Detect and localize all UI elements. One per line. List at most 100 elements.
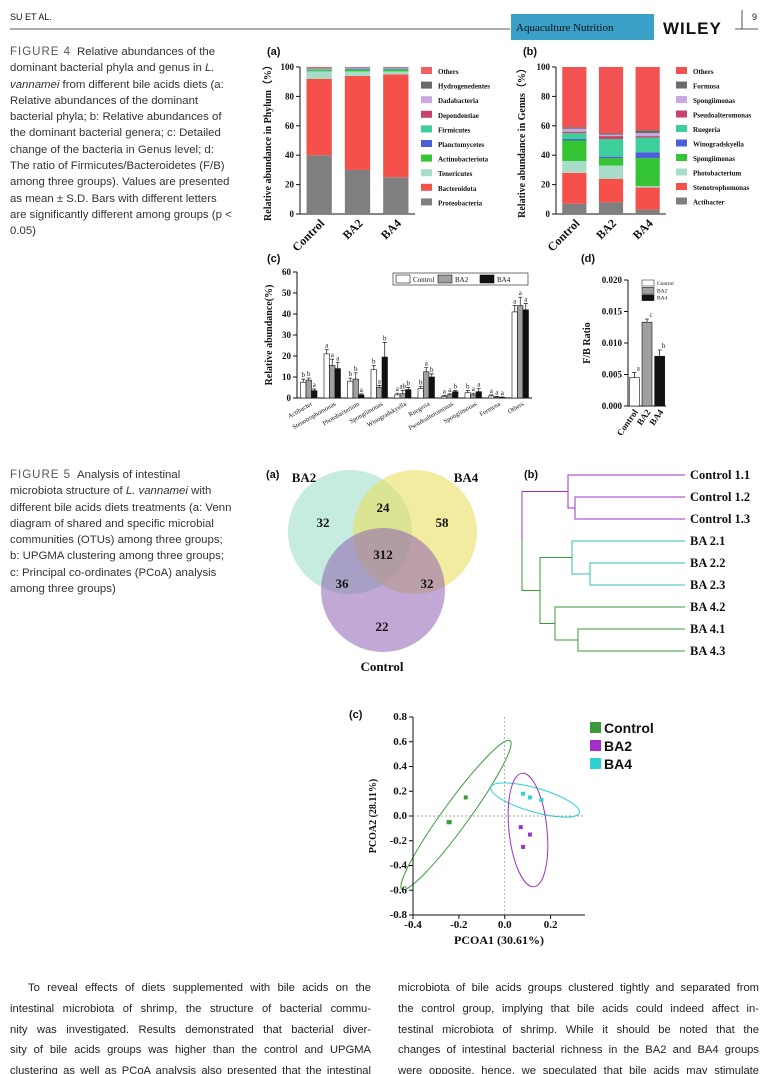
bar: [475, 391, 482, 399]
significance-letter: a: [313, 381, 317, 389]
legend-swatch: [590, 740, 601, 751]
bar: [329, 365, 336, 399]
point: [518, 825, 523, 830]
caption-text: from different bile acids diets (a: Rela…: [10, 78, 232, 238]
panel-label: (b): [523, 46, 537, 58]
significance-letter: a: [477, 381, 481, 389]
y-tick-label: -0.8: [390, 909, 408, 921]
caption-text: L. vannamei: [125, 485, 188, 498]
y-axis-label: F/B Ratio: [582, 322, 593, 363]
point: [521, 791, 526, 796]
point: [447, 820, 452, 825]
legend-label: Control: [657, 281, 674, 287]
error-bar: [312, 388, 317, 391]
y-tick-label: 0.2: [393, 785, 407, 797]
venn-set-label: Control: [360, 659, 403, 674]
y-tick-label: 0.6: [393, 736, 407, 748]
journal-banner: [511, 14, 654, 40]
y-tick-label: 20: [282, 351, 292, 361]
error-bar: [400, 390, 405, 394]
legend-swatch: [676, 197, 687, 205]
body-line: clustering as well as PCoA analysis also…: [10, 1065, 371, 1074]
bar-segment: [344, 68, 371, 70]
y-tick-label: 20: [541, 180, 551, 190]
error-bar: [523, 303, 528, 310]
bar: [300, 381, 307, 399]
bar-segment: [383, 69, 409, 72]
bar-segment: [635, 209, 660, 214]
y-tick-label: 10: [282, 372, 292, 382]
error-bar: [489, 394, 494, 396]
y-tick-label: 0: [546, 209, 551, 219]
venn-circle: [321, 528, 445, 652]
bar-segment: [383, 177, 409, 214]
legend-label: Control: [604, 720, 654, 736]
body-line: testinal microbiota of shrimp. While it …: [398, 1023, 759, 1036]
bar-segment: [383, 74, 409, 178]
venn-count: 32: [317, 515, 330, 530]
y-tick-label: 30: [282, 330, 292, 340]
panel-label: (b): [524, 469, 538, 481]
legend-label: Actibacter: [693, 199, 724, 207]
running-head: SU ET AL.: [10, 12, 52, 22]
bar-segment: [598, 133, 624, 135]
significance-letter: a: [443, 387, 447, 395]
y-tick-label: 60: [541, 121, 551, 131]
bar: [381, 356, 388, 399]
leaf-label: BA 2.3: [690, 578, 725, 592]
significance-letter: b: [430, 366, 434, 374]
legend-swatch: [437, 274, 453, 284]
caption-text: Relative abundances of the dominant bact…: [10, 46, 216, 75]
y-tick-label: 0.000: [602, 401, 623, 411]
bar-segment: [635, 187, 660, 210]
bar-segment: [598, 67, 624, 134]
bar-segment: [635, 186, 660, 188]
venn-count: 22: [376, 619, 389, 634]
legend-label: BA2: [455, 276, 469, 284]
error-bar: [395, 392, 400, 395]
bar: [417, 388, 424, 399]
bar-segment: [635, 137, 660, 153]
bar-segment: [383, 71, 409, 75]
error-bar: [424, 367, 429, 372]
significance-letter: a: [637, 365, 641, 373]
y-tick-label: 0.8: [393, 711, 407, 723]
error-bar: [657, 349, 662, 357]
legend-swatch: [641, 279, 655, 287]
legend-label: Control: [413, 276, 434, 284]
page-number: 9: [752, 12, 757, 22]
journal-name: Aquaculture Nutrition: [516, 22, 614, 34]
legend-swatch: [676, 110, 687, 118]
error-bar: [518, 296, 523, 306]
bar: [488, 395, 495, 399]
x-tick-label: Control: [289, 216, 327, 254]
y-tick-label: 40: [282, 309, 292, 319]
significance-letter: ab: [399, 383, 406, 391]
body-line: the control group, implying that bile ac…: [398, 1002, 759, 1015]
bar: [522, 309, 529, 399]
panel-label: (d): [581, 253, 595, 265]
confidence-ellipse: [400, 739, 512, 891]
bar: [493, 396, 500, 399]
significance-letter: b: [372, 357, 376, 365]
bar-segment: [598, 202, 624, 214]
x-axis-label: PCOA1 (30.61%): [454, 933, 544, 947]
y-axis-label: Relative abundance in Phylum（%）: [261, 60, 274, 221]
error-bar: [442, 395, 447, 397]
venn-set-label: BA2: [292, 470, 317, 485]
y-tick-label: 80: [285, 91, 295, 101]
bar: [405, 389, 412, 399]
error-bar: [348, 377, 353, 382]
bar-segment: [344, 69, 371, 70]
significance-letter: a: [425, 360, 429, 368]
venn-count: 32: [421, 576, 434, 591]
significance-letter: b: [302, 371, 306, 379]
bar-segment: [306, 69, 332, 70]
significance-letter: a: [448, 386, 452, 394]
legend-label: Planctomycetes: [438, 141, 485, 149]
significance-letter: b: [383, 334, 387, 342]
venn-count: 36: [336, 576, 350, 591]
bar: [376, 387, 383, 399]
y-axis-label: PCOA2 (28.11%): [368, 779, 379, 853]
